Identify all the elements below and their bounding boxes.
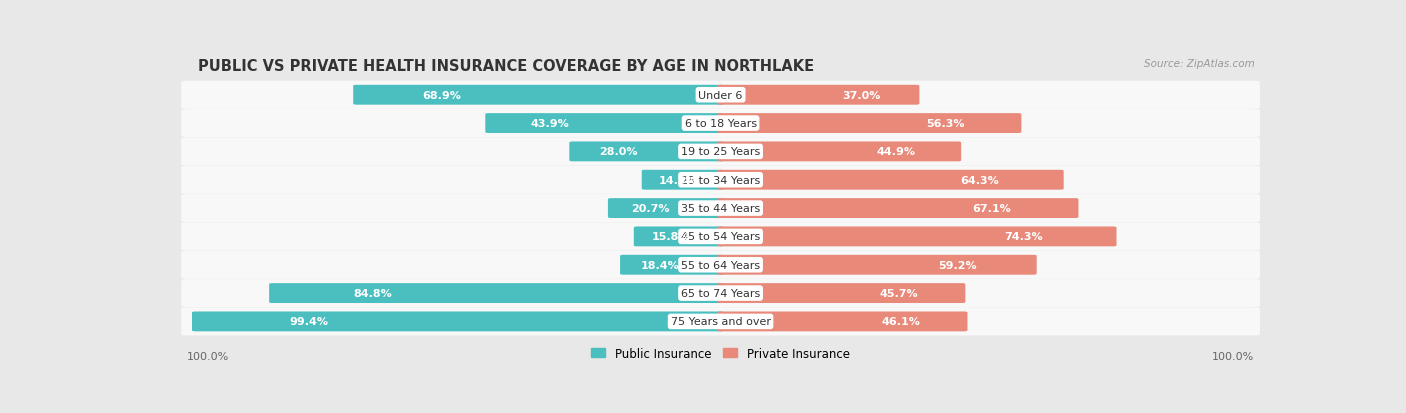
Text: 55 to 64 Years: 55 to 64 Years bbox=[681, 260, 761, 270]
FancyBboxPatch shape bbox=[181, 195, 1260, 223]
Text: PUBLIC VS PRIVATE HEALTH INSURANCE COVERAGE BY AGE IN NORTHLAKE: PUBLIC VS PRIVATE HEALTH INSURANCE COVER… bbox=[197, 59, 814, 74]
Text: 35 to 44 Years: 35 to 44 Years bbox=[681, 204, 761, 214]
Text: 6 to 18 Years: 6 to 18 Years bbox=[685, 119, 756, 129]
FancyBboxPatch shape bbox=[181, 223, 1260, 251]
FancyBboxPatch shape bbox=[717, 199, 1078, 218]
FancyBboxPatch shape bbox=[717, 255, 1036, 275]
FancyBboxPatch shape bbox=[181, 279, 1260, 307]
Text: 46.1%: 46.1% bbox=[882, 317, 921, 327]
Text: 14.3%: 14.3% bbox=[658, 175, 697, 185]
Text: 68.9%: 68.9% bbox=[422, 90, 461, 100]
FancyBboxPatch shape bbox=[181, 81, 1260, 109]
Text: 44.9%: 44.9% bbox=[876, 147, 915, 157]
Text: 18.4%: 18.4% bbox=[641, 260, 679, 270]
Text: 64.3%: 64.3% bbox=[960, 175, 1000, 185]
FancyBboxPatch shape bbox=[641, 171, 724, 190]
Text: 65 to 74 Years: 65 to 74 Years bbox=[681, 288, 761, 298]
FancyBboxPatch shape bbox=[717, 227, 1116, 247]
Text: 20.7%: 20.7% bbox=[631, 204, 669, 214]
Text: 25 to 34 Years: 25 to 34 Years bbox=[681, 175, 761, 185]
FancyBboxPatch shape bbox=[607, 199, 724, 218]
Text: 19 to 25 Years: 19 to 25 Years bbox=[681, 147, 761, 157]
FancyBboxPatch shape bbox=[181, 166, 1260, 195]
FancyBboxPatch shape bbox=[269, 283, 724, 303]
Text: 28.0%: 28.0% bbox=[599, 147, 638, 157]
FancyBboxPatch shape bbox=[717, 312, 967, 332]
Text: 100.0%: 100.0% bbox=[1212, 351, 1254, 361]
Text: 74.3%: 74.3% bbox=[1004, 232, 1043, 242]
Text: 67.1%: 67.1% bbox=[973, 204, 1011, 214]
FancyBboxPatch shape bbox=[634, 227, 724, 247]
Text: 43.9%: 43.9% bbox=[530, 119, 569, 129]
FancyBboxPatch shape bbox=[717, 283, 966, 303]
Text: 15.8%: 15.8% bbox=[652, 232, 690, 242]
Text: 45.7%: 45.7% bbox=[880, 288, 918, 298]
FancyBboxPatch shape bbox=[193, 312, 724, 332]
Text: 84.8%: 84.8% bbox=[353, 288, 392, 298]
FancyBboxPatch shape bbox=[353, 85, 724, 105]
FancyBboxPatch shape bbox=[569, 142, 724, 162]
Text: 100.0%: 100.0% bbox=[187, 351, 229, 361]
FancyBboxPatch shape bbox=[717, 85, 920, 105]
FancyBboxPatch shape bbox=[181, 138, 1260, 166]
Text: Source: ZipAtlas.com: Source: ZipAtlas.com bbox=[1143, 59, 1254, 69]
FancyBboxPatch shape bbox=[717, 171, 1064, 190]
FancyBboxPatch shape bbox=[181, 110, 1260, 138]
Text: 99.4%: 99.4% bbox=[290, 317, 329, 327]
Legend: Public Insurance, Private Insurance: Public Insurance, Private Insurance bbox=[592, 347, 849, 360]
FancyBboxPatch shape bbox=[181, 251, 1260, 279]
FancyBboxPatch shape bbox=[181, 308, 1260, 336]
Text: 45 to 54 Years: 45 to 54 Years bbox=[681, 232, 761, 242]
Text: 37.0%: 37.0% bbox=[842, 90, 882, 100]
Text: Under 6: Under 6 bbox=[699, 90, 742, 100]
FancyBboxPatch shape bbox=[717, 142, 962, 162]
Text: 75 Years and over: 75 Years and over bbox=[671, 317, 770, 327]
Text: 56.3%: 56.3% bbox=[927, 119, 965, 129]
FancyBboxPatch shape bbox=[485, 114, 724, 134]
FancyBboxPatch shape bbox=[620, 255, 724, 275]
Text: 59.2%: 59.2% bbox=[938, 260, 977, 270]
FancyBboxPatch shape bbox=[717, 114, 1021, 134]
